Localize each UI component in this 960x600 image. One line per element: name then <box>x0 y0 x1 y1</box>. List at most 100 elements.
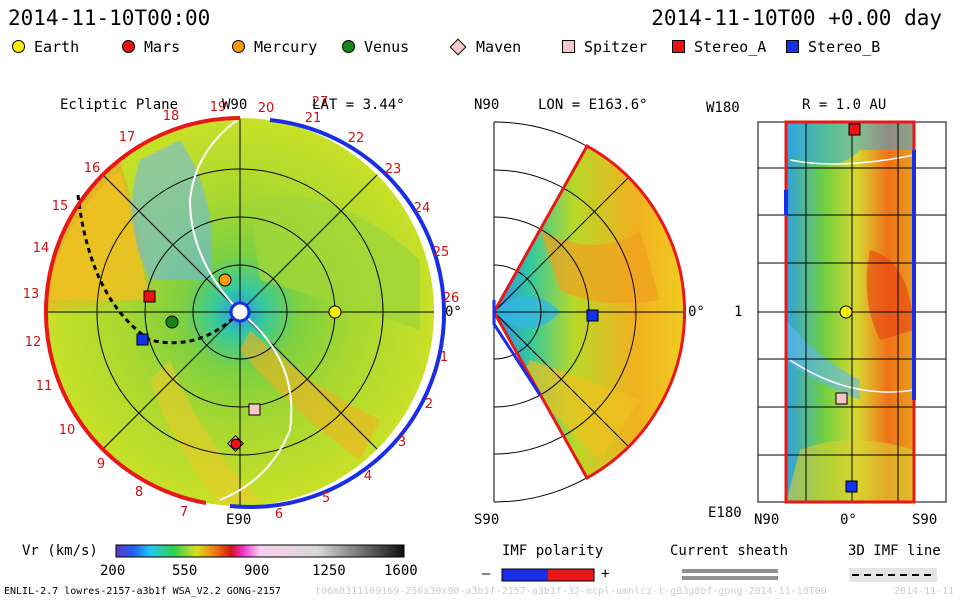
legend-item-mars: Mars <box>122 38 180 56</box>
colorbar-tick: 900 <box>244 563 270 579</box>
meridional-top-label: N90 <box>474 97 500 113</box>
stereo-b-marker <box>136 333 149 346</box>
sector-label: 7 <box>180 505 188 520</box>
colorbar <box>115 544 405 558</box>
mars-marker <box>230 438 242 450</box>
meridional-title: LON = E163.6° <box>538 97 648 113</box>
header-time-left: 2014-11-10T00:00 <box>8 6 211 30</box>
ecliptic-top-label: W90 <box>222 97 248 113</box>
footer-run-id: t06m8311109169-256x30x90-a3b1f-2157-a3b1… <box>315 586 827 597</box>
sector-label: 8 <box>135 485 143 500</box>
legend-item-mercury: Mercury <box>232 38 317 56</box>
legend-item-earth: Earth <box>12 38 79 56</box>
sector-label: 27 <box>312 95 329 110</box>
legend-label: Earth <box>34 38 80 56</box>
polarity-boundary-positive <box>44 116 241 505</box>
radial-title: R = 1.0 AU <box>802 97 887 113</box>
colorbar-label: Vr (km/s) <box>22 543 98 559</box>
sector-label: 2 <box>425 397 433 412</box>
spitzer-marker <box>248 403 261 416</box>
stereo-b-marker <box>845 480 858 493</box>
legend-item-spitzer: Spitzer <box>562 38 647 56</box>
legend-label: Spitzer <box>584 38 648 56</box>
legend-label: Venus <box>364 38 410 56</box>
current-sheath-key <box>682 569 778 580</box>
meridional-right-label: 0° <box>688 304 705 320</box>
sector-label: 19 <box>210 100 227 115</box>
radial-top-left-label: W180 <box>706 100 740 116</box>
sector-label: 3 <box>398 435 406 450</box>
polarity-boundary-negative <box>229 118 447 510</box>
legend-label: Stereo_A <box>694 38 767 56</box>
legend-label: Maven <box>476 38 522 56</box>
meridional-boundary-negative <box>492 300 542 396</box>
sector-label: 1 <box>440 350 448 365</box>
imf-line-key <box>849 568 937 582</box>
legend-label: Stereo_B <box>808 38 881 56</box>
legend-item-stereo-a: Stereo_A <box>672 38 766 56</box>
sector-label: 26 <box>443 291 460 306</box>
sector-label: 9 <box>97 457 105 472</box>
sun-marker-icon <box>229 301 251 323</box>
legend-item-maven: Maven <box>449 38 522 56</box>
meridional-boundary <box>492 143 687 481</box>
spitzer-marker-icon <box>562 40 575 53</box>
ecliptic-right-label: 0° <box>445 304 462 320</box>
footer-stamp: 2014-11-11 <box>894 586 955 597</box>
sector-label: 6 <box>275 507 283 522</box>
ecliptic-title: Ecliptic Plane <box>60 97 179 113</box>
venus-marker <box>165 315 179 329</box>
imf-field-line <box>188 117 241 313</box>
sector-label: 14 <box>33 241 50 256</box>
sector-label: 25 <box>433 245 450 260</box>
legend-item-stereo-b: Stereo_B <box>786 38 880 56</box>
sector-labels: 1 2 3 4 5 6 7 8 9 10 11 12 13 14 15 16 1… <box>23 95 460 522</box>
sector-label: 20 <box>258 101 275 116</box>
ecliptic-plane-map: 1 2 3 4 5 6 7 8 9 10 11 12 13 14 15 16 1… <box>23 95 460 522</box>
earth-marker-icon <box>12 40 25 53</box>
radial-x-label-n: N90 <box>754 512 780 528</box>
imf-line-label: 3D IMF line <box>848 543 941 559</box>
meridional-grid <box>493 121 685 503</box>
imf-polarity-plus: + <box>601 566 610 582</box>
sector-label: 10 <box>59 423 76 438</box>
radial-x-label-0: 0° <box>840 512 857 528</box>
imf-polarity-minus: – <box>482 566 491 582</box>
colorbar-tick: 1250 <box>312 563 346 579</box>
meridional-bottom-label: S90 <box>474 512 500 528</box>
footer-model-info: ENLIL-2.7 lowres-2157-a3b1f WSA_V2.2 GON… <box>4 586 281 597</box>
venus-marker-icon <box>342 40 355 53</box>
sector-label: 15 <box>52 199 69 214</box>
meridional-plane-map <box>492 121 687 503</box>
sector-label: 16 <box>84 161 101 176</box>
legend-label: Mars <box>144 38 181 56</box>
stereo-a-marker <box>143 290 156 303</box>
imf-polarity-key <box>501 568 595 582</box>
radial-x-label-s: S90 <box>912 512 938 528</box>
sector-label: 24 <box>414 201 431 216</box>
current-sheath-line <box>76 194 242 345</box>
ecliptic-lat-label: LAT = 3.44° <box>312 97 405 113</box>
colorbar-tick: 550 <box>172 563 198 579</box>
sector-label: 23 <box>385 162 402 177</box>
imf-field-line <box>219 311 293 501</box>
colorbar-tick: 1600 <box>384 563 418 579</box>
stereo-a-marker-icon <box>672 40 685 53</box>
header-time-right: 2014-11-10T00 +0.00 day <box>651 6 942 30</box>
stereo-b-marker-icon <box>786 40 799 53</box>
sector-label: 13 <box>23 287 40 302</box>
sector-label: 11 <box>36 379 53 394</box>
mercury-marker-icon <box>232 40 245 53</box>
radial-map <box>757 120 947 504</box>
sector-label: 21 <box>305 111 322 126</box>
stereo-a-marker <box>848 123 861 136</box>
spitzer-marker <box>835 392 848 405</box>
sector-label: 12 <box>25 335 42 350</box>
colorbar-tick: 200 <box>100 563 126 579</box>
imf-polarity-label: IMF polarity <box>502 543 604 559</box>
mars-marker-icon <box>122 40 135 53</box>
current-sheath-label: Current sheath <box>670 543 789 559</box>
legend-item-venus: Venus <box>342 38 409 56</box>
sector-label: 4 <box>364 469 372 484</box>
